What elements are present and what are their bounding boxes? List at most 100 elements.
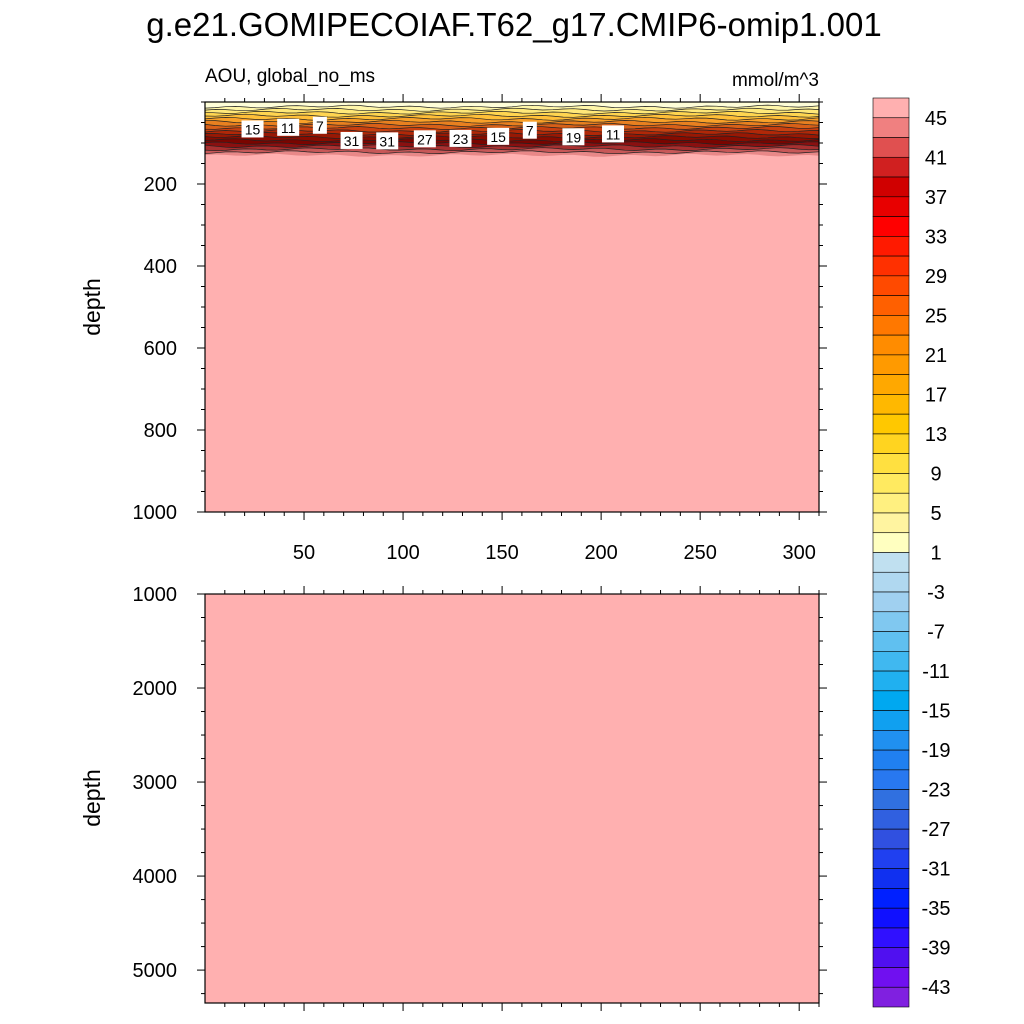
contour-label-box bbox=[413, 130, 436, 148]
contour-line bbox=[205, 150, 819, 155]
colorbar-swatch bbox=[872, 552, 910, 573]
contour-label: 15 bbox=[487, 127, 510, 145]
colorbar-swatch bbox=[872, 275, 910, 296]
contour-label: 7 bbox=[522, 121, 537, 139]
colorbar-swatch bbox=[872, 236, 910, 257]
lower-plot-background bbox=[205, 594, 819, 1003]
contour-band bbox=[205, 108, 819, 115]
lower-panel: 1000 2000 3000 4000 5000 depth bbox=[79, 584, 827, 1011]
contour-label: 11 bbox=[602, 125, 625, 143]
colorbar-label: -43 bbox=[922, 977, 951, 999]
colorbar-swatch bbox=[872, 334, 910, 356]
colorbar-swatch bbox=[872, 571, 910, 593]
contour-label-box bbox=[487, 127, 510, 145]
colorbar-swatch bbox=[872, 848, 910, 869]
colorbar-swatch bbox=[872, 947, 910, 968]
colorbar-swatch bbox=[872, 749, 910, 771]
colorbar-swatch bbox=[872, 255, 910, 277]
lower-y-axis: 1000 2000 3000 4000 5000 bbox=[133, 584, 827, 995]
colorbar: 45 41 37 33 29 25 21 17 13 9 5 1 -3 -7 -11 -15 -19 -23 -27… bbox=[872, 97, 951, 1008]
colorbar-swatch bbox=[872, 216, 910, 237]
contour-label-text: 19 bbox=[566, 129, 582, 145]
contour-line bbox=[205, 141, 819, 145]
contour-label-text: 11 bbox=[281, 120, 296, 136]
contour-line bbox=[205, 110, 819, 115]
colorbar-swatch bbox=[872, 710, 910, 731]
contour-line bbox=[205, 129, 819, 133]
contour-label: 19 bbox=[562, 128, 585, 146]
contour-label-text: 31 bbox=[344, 133, 360, 149]
contour-line bbox=[205, 138, 819, 142]
colorbar-swatch bbox=[872, 453, 910, 474]
contour-label-text: 15 bbox=[490, 129, 506, 145]
colorbar-swatch bbox=[872, 196, 910, 217]
colorbar-swatch bbox=[872, 670, 910, 692]
upper-contour-labels: 15 11 7 31 31 27 23 15 7 19 11 bbox=[241, 116, 625, 150]
contour-label-box bbox=[241, 120, 264, 138]
y-tick-label: 800 bbox=[144, 420, 177, 442]
colorbar-swatch bbox=[872, 354, 910, 375]
contour-label-box bbox=[562, 128, 585, 146]
colorbar-label: 37 bbox=[925, 187, 947, 209]
upper-y-axis-label: depth bbox=[79, 278, 105, 336]
colorbar-swatch bbox=[872, 907, 910, 929]
upper-x-axis: 50 100 150 200 250 300 bbox=[224, 94, 820, 564]
upper-y-axis: 200 400 600 800 1000 bbox=[133, 101, 827, 524]
upper-subtitle-right: mmol/m^3 bbox=[732, 70, 819, 91]
x-tick-label: 250 bbox=[683, 542, 716, 564]
contour-label: 27 bbox=[413, 130, 436, 148]
colorbar-label: -3 bbox=[927, 582, 945, 604]
colorbar-label: 13 bbox=[925, 424, 947, 446]
colorbar-swatch bbox=[872, 315, 910, 336]
contour-line bbox=[205, 107, 819, 112]
colorbar-label: -19 bbox=[922, 740, 951, 762]
colorbar-label: -23 bbox=[922, 780, 951, 802]
contour-band bbox=[205, 111, 819, 118]
contour-label-box bbox=[277, 118, 300, 136]
y-tick-label: 600 bbox=[144, 338, 177, 360]
colorbar-swatch bbox=[872, 137, 910, 158]
colorbar-swatch bbox=[872, 631, 910, 652]
colorbar-swatch bbox=[872, 473, 910, 494]
contour-label: 11 bbox=[277, 118, 300, 136]
colorbar-swatch bbox=[872, 868, 910, 889]
colorbar-swatch bbox=[872, 730, 910, 751]
y-tick-label: 2000 bbox=[133, 678, 178, 700]
colorbar-swatch bbox=[872, 532, 910, 553]
x-tick-label: 100 bbox=[386, 542, 419, 564]
colorbar-label: 17 bbox=[925, 384, 947, 406]
upper-panel: 15 11 7 31 31 27 23 15 7 19 11 200 400 600 800 1000 50… bbox=[79, 66, 827, 564]
colorbar-swatch bbox=[872, 295, 910, 316]
lower-y-axis-label: depth bbox=[79, 769, 105, 827]
contour-label-text: 23 bbox=[453, 131, 469, 147]
colorbar-swatch bbox=[872, 512, 910, 534]
colorbar-swatch bbox=[872, 374, 910, 395]
colorbar-label: 5 bbox=[930, 503, 941, 525]
contour-label-box bbox=[449, 129, 472, 147]
colorbar-label: 21 bbox=[925, 345, 947, 367]
contour-label-box bbox=[522, 121, 537, 139]
contour-label-box bbox=[312, 116, 327, 134]
y-tick-label: 3000 bbox=[133, 772, 178, 794]
x-tick-label: 150 bbox=[485, 542, 518, 564]
colorbar-label: 9 bbox=[930, 464, 941, 486]
contour-label-text: 31 bbox=[379, 133, 395, 149]
colorbar-label: 41 bbox=[925, 147, 947, 169]
contour-line bbox=[205, 144, 819, 149]
y-tick-label: 5000 bbox=[133, 960, 178, 982]
x-tick-label: 300 bbox=[783, 542, 816, 564]
colorbar-swatch bbox=[872, 789, 910, 810]
figure-title: g.e21.GOMIPECOIAF.T62_g17.CMIP6-omip1.00… bbox=[146, 6, 882, 43]
colorbar-label: -35 bbox=[922, 898, 951, 920]
colorbar-label: -7 bbox=[927, 622, 945, 644]
colorbar-swatch bbox=[872, 650, 910, 672]
contour-label-box bbox=[340, 131, 363, 149]
contour-label: 7 bbox=[312, 116, 327, 134]
y-tick-label: 1000 bbox=[133, 502, 178, 524]
contour-label-text: 7 bbox=[316, 118, 324, 134]
x-tick-label: 200 bbox=[584, 542, 617, 564]
colorbar-swatch bbox=[872, 413, 910, 435]
contour-line bbox=[205, 126, 819, 130]
colorbar-swatches bbox=[872, 97, 910, 1008]
